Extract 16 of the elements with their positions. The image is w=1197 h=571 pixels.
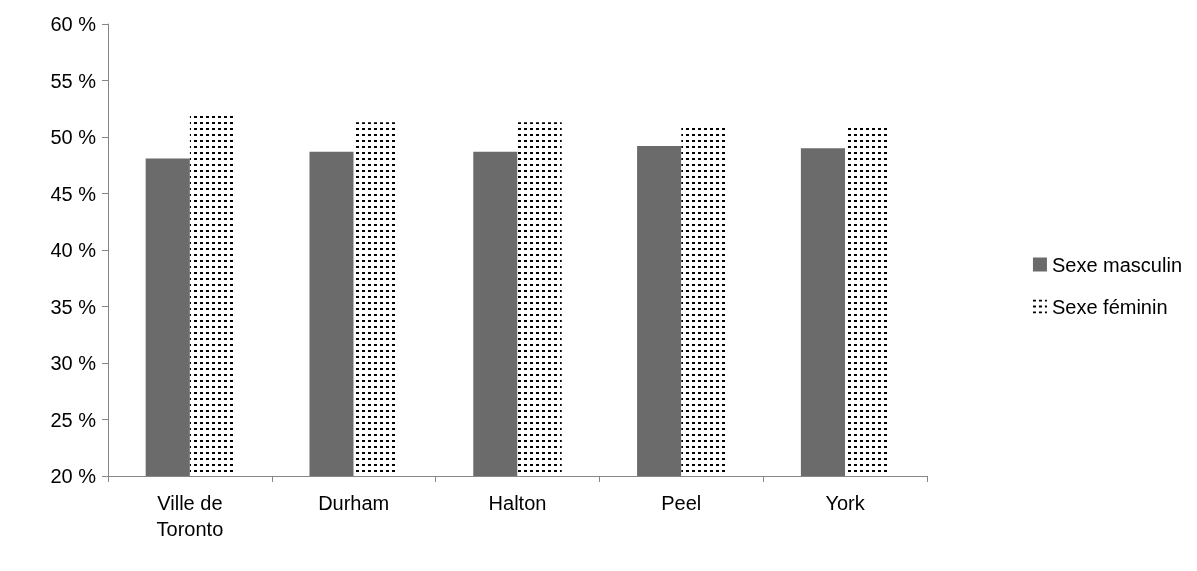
y-tick-label: 20 % <box>50 465 97 487</box>
x-tick-label: Durham <box>318 492 390 514</box>
x-tick-label: Ville de Toronto <box>156 492 224 540</box>
y-tick-label: 60 % <box>50 13 97 35</box>
legend-label: Sexe féminin <box>1051 295 1168 318</box>
x-tick-label: Halton <box>488 492 547 514</box>
y-tick-label: 25 % <box>50 408 97 431</box>
x-tick-label: York <box>825 492 866 514</box>
y-tick-label: 35 % <box>50 295 97 318</box>
y-tick-label: 40 % <box>50 239 97 261</box>
y-tick-label: 45 % <box>50 182 97 205</box>
y-tick-label: 30 % <box>50 352 97 374</box>
x-tick-label: Peel <box>661 492 702 514</box>
y-tick-label: 50 % <box>50 126 97 148</box>
y-tick-label: 55 % <box>50 69 97 92</box>
legend-label: Sexe masculin <box>1051 253 1182 276</box>
